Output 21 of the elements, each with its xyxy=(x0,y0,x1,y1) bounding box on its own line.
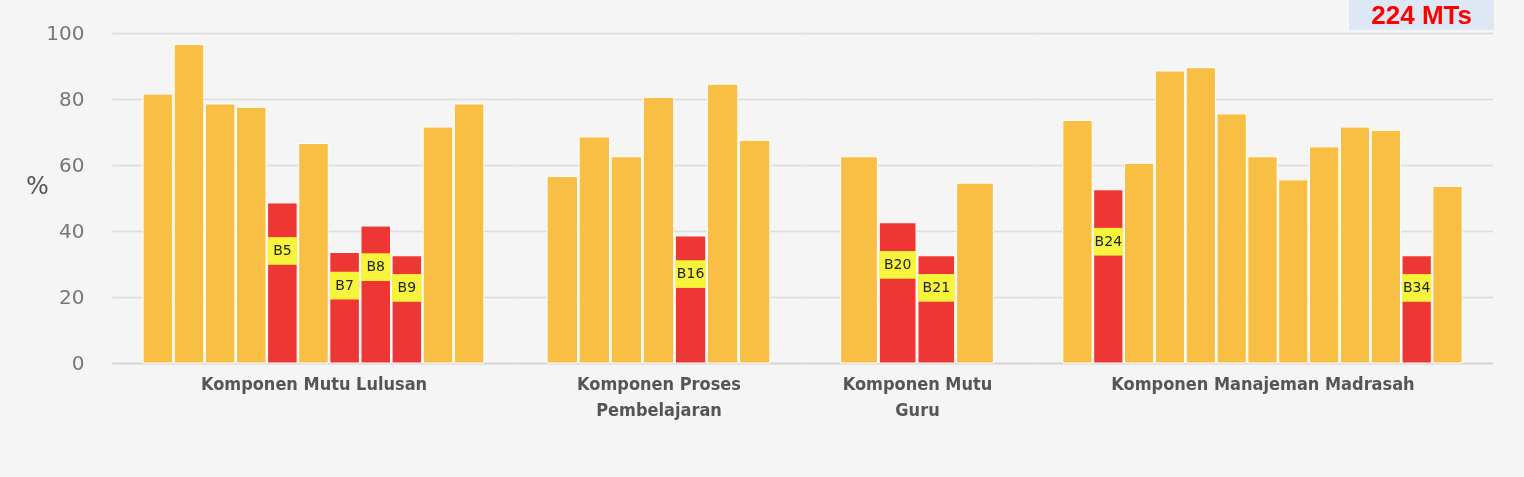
x-axis-title: Komponen Mutu Lulusan xyxy=(200,372,428,394)
x-axis-title: Komponen Proses Pembelajaran xyxy=(577,372,741,420)
data-label: B16 xyxy=(676,265,705,282)
x-axis-title: Komponen Mutu Guru xyxy=(842,372,993,420)
data-label: B8 xyxy=(366,258,385,275)
data-label: B20 xyxy=(883,255,912,272)
y-tick-label: 40 xyxy=(59,218,85,243)
data-label: B7 xyxy=(335,276,354,293)
data-label: B21 xyxy=(922,278,951,295)
y-tick-label: 20 xyxy=(59,284,85,309)
y-axis-title: % xyxy=(26,171,49,200)
y-tick-label: 100 xyxy=(46,20,85,45)
text: 224 MTs xyxy=(1349,0,1494,30)
data-label: B9 xyxy=(397,278,417,295)
y-tick-label: 0 xyxy=(71,350,85,375)
y-tick-label: 80 xyxy=(59,86,85,111)
data-label: B34 xyxy=(1402,278,1431,295)
data-label: B24 xyxy=(1094,232,1123,249)
x-axis-title: Komponen Manajeman Madrasah xyxy=(1111,372,1415,394)
data-label: B5 xyxy=(273,241,292,258)
y-tick-label: 60 xyxy=(59,152,85,177)
